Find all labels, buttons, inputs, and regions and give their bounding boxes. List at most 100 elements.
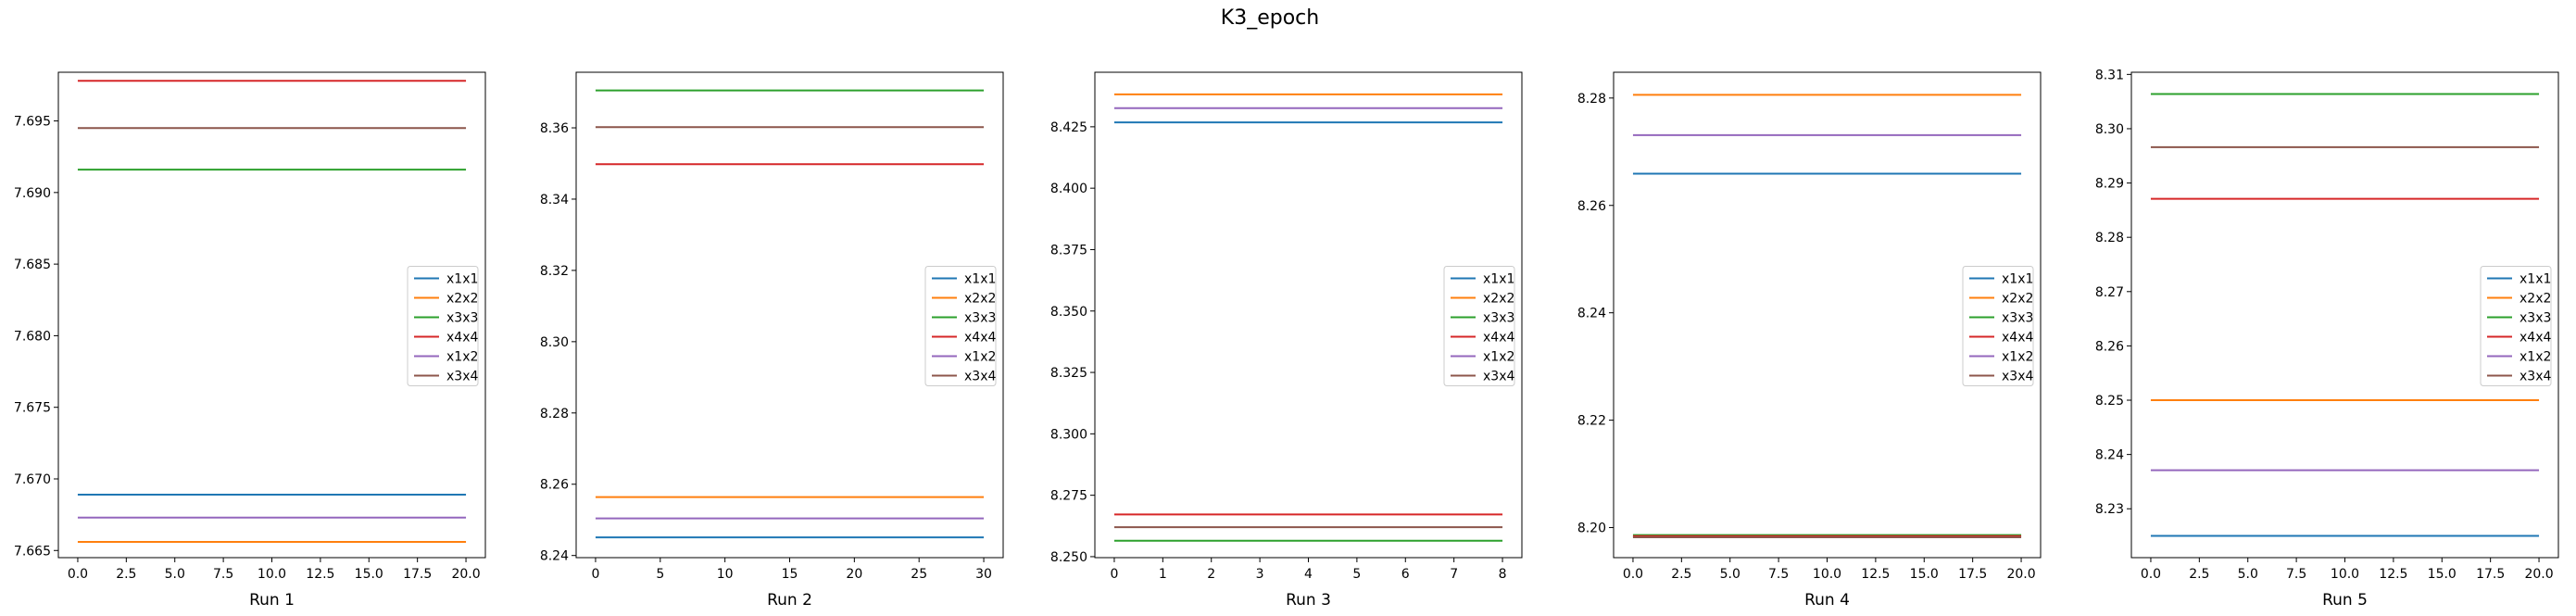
x-tick-label: 5 [656, 567, 664, 582]
x-tick-label: 2.5 [1671, 567, 1691, 582]
x-axis-label: Run 4 [1804, 591, 1850, 610]
legend-label-x4x4: x4x4 [1483, 331, 1514, 346]
legend-label-x2x2: x2x2 [964, 292, 996, 307]
y-tick-label: 8.36 [540, 121, 569, 136]
y-tick-label: 8.29 [2095, 177, 2124, 192]
x-tick-label: 10.0 [1813, 567, 1841, 582]
y-tick-label: 8.26 [540, 478, 569, 493]
x-tick-label: 15.0 [2428, 567, 2457, 582]
y-tick-label: 7.665 [14, 544, 51, 559]
legend-label-x3x4: x3x4 [2519, 370, 2551, 384]
subplots: 0.0 2.5 5.0 7.5 10.0 12.5 15.0 17.5 20.07.6657.6… [14, 68, 2559, 610]
legend-label-x4x4: x4x4 [2519, 331, 2551, 346]
x-tick-label: 0.0 [68, 567, 88, 582]
x-tick-label: 10 [717, 567, 734, 582]
x-tick-label: 5.0 [1720, 567, 1740, 582]
legend-label-x1x2: x1x2 [2519, 350, 2551, 365]
legend-label-x2x2: x2x2 [446, 292, 478, 307]
x-axis-label: Run 3 [1286, 591, 1331, 610]
legend-label-x3x3: x3x3 [964, 311, 996, 326]
x-tick-label: 2.5 [2189, 567, 2209, 582]
legend-label-x1x2: x1x2 [1483, 350, 1514, 365]
x-tick-label: 10.0 [2331, 567, 2359, 582]
legend-label-x3x3: x3x3 [1483, 311, 1514, 326]
x-tick-label: 7 [1450, 567, 1458, 582]
y-tick-label: 8.32 [540, 264, 569, 279]
y-tick-label: 8.375 [1050, 243, 1087, 258]
x-tick-label: 15.0 [355, 567, 383, 582]
x-tick-label: 15 [782, 567, 798, 582]
y-tick-label: 7.695 [14, 115, 51, 130]
x-tick-label: 0 [591, 567, 599, 582]
x-tick-label: 5 [1352, 567, 1361, 582]
subplot-run-1: 0.0 2.5 5.0 7.5 10.0 12.5 15.0 17.5 20.0 7.665 7.6… [14, 71, 486, 610]
y-tick-label: 8.20 [1577, 522, 1606, 536]
y-tick-label: 8.30 [2095, 122, 2124, 137]
subplot-run-2: 0 5 10 15 20 25 30 8.24 8.26 8.28 8.30 8.32 8.34 8.36… [540, 71, 1004, 610]
legend-label-x1x1: x1x1 [2519, 272, 2551, 287]
legend-label-x4x4: x4x4 [2002, 331, 2033, 346]
x-tick-label: 0.0 [2141, 567, 2161, 582]
legend: x1x1 x2x2 x3x3 x4x4 x1x2 x3x4 [407, 266, 479, 386]
y-tick-label: 8.27 [2095, 285, 2124, 300]
x-tick-label: 2 [1207, 567, 1215, 582]
y-tick-label: 8.30 [540, 335, 569, 350]
x-tick-label: 4 [1304, 567, 1313, 582]
y-tick-label: 7.670 [14, 472, 51, 487]
x-tick-label: 20 [846, 567, 862, 582]
x-tick-label: 17.5 [2476, 567, 2505, 582]
legend-label-x1x2: x1x2 [446, 350, 478, 365]
x-tick-label: 7.5 [2286, 567, 2306, 582]
x-tick-label: 25 [911, 567, 927, 582]
legend-label-x3x4: x3x4 [1483, 370, 1514, 384]
subplot-run-4: 0.0 2.5 5.0 7.5 10.0 12.5 15.0 17.5 20.0 8.20 8.22… [1577, 71, 2042, 610]
legend: x1x1 x2x2 x3x3 x4x4 x1x2 x3x4 [2480, 266, 2552, 386]
y-tick-label: 8.26 [1577, 199, 1606, 214]
y-tick-label: 8.31 [2095, 68, 2124, 82]
y-tick-label: 8.22 [1577, 414, 1606, 429]
legend: x1x1 x2x2 x3x3 x4x4 x1x2 x3x4 [1443, 266, 1515, 386]
y-tick-label: 7.690 [14, 186, 51, 201]
y-tick-label: 8.24 [1577, 307, 1606, 321]
y-tick-label: 7.685 [14, 258, 51, 272]
legend-label-x2x2: x2x2 [1483, 292, 1514, 307]
x-tick-label: 20.0 [2524, 567, 2553, 582]
y-tick-label: 8.34 [540, 193, 569, 207]
x-tick-label: 17.5 [403, 567, 432, 582]
legend-label-x3x3: x3x3 [2519, 311, 2551, 326]
x-tick-label: 1 [1159, 567, 1167, 582]
legend-label-x3x3: x3x3 [446, 311, 478, 326]
y-tick-label: 8.350 [1050, 305, 1087, 320]
y-tick-label: 8.28 [1577, 92, 1606, 107]
legend-label-x1x1: x1x1 [2002, 272, 2033, 287]
y-tick-label: 8.25 [2095, 394, 2124, 409]
y-tick-label: 8.28 [2095, 231, 2124, 245]
x-tick-label: 0 [1110, 567, 1118, 582]
y-tick-label: 8.425 [1050, 120, 1087, 135]
y-tick-label: 8.400 [1050, 182, 1087, 196]
x-tick-label: 8 [1499, 567, 1507, 582]
y-tick-label: 7.680 [14, 329, 51, 344]
x-tick-label: 12.5 [2379, 567, 2407, 582]
x-axis-label: Run 5 [2322, 591, 2368, 610]
x-tick-label: 5.0 [2238, 567, 2258, 582]
legend-label-x1x2: x1x2 [964, 350, 996, 365]
legend: x1x1 x2x2 x3x3 x4x4 x1x2 x3x4 [1962, 266, 2034, 386]
x-tick-label: 7.5 [1768, 567, 1789, 582]
y-tick-label: 8.23 [2095, 502, 2124, 517]
x-tick-label: 10.0 [258, 567, 286, 582]
x-tick-label: 20.0 [451, 567, 480, 582]
x-tick-label: 20.0 [2006, 567, 2035, 582]
y-tick-label: 7.675 [14, 401, 51, 416]
x-tick-label: 0.0 [1623, 567, 1643, 582]
legend-label-x1x1: x1x1 [964, 272, 996, 287]
y-tick-label: 8.28 [540, 407, 569, 421]
legend-label-x1x1: x1x1 [1483, 272, 1514, 287]
legend-label-x3x4: x3x4 [2002, 370, 2033, 384]
x-axis-label: Run 1 [249, 591, 295, 610]
legend: x1x1 x2x2 x3x3 x4x4 x1x2 x3x4 [924, 266, 997, 386]
x-tick-label: 5.0 [165, 567, 185, 582]
legend-label-x1x2: x1x2 [2002, 350, 2033, 365]
legend-label-x3x3: x3x3 [2002, 311, 2033, 326]
